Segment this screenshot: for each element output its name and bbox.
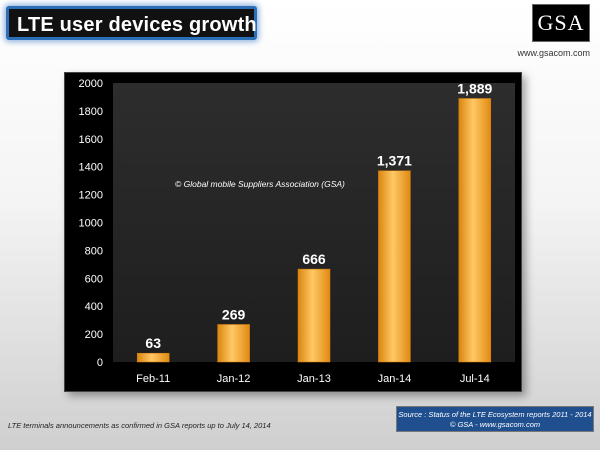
y-tick-label: 800 [85,245,103,257]
footnote: LTE terminals announcements as confirmed… [8,421,271,430]
data-label: 1,371 [377,153,412,169]
bar [136,352,170,363]
data-label: 269 [222,306,246,322]
x-tick-label: Jan-12 [217,373,251,385]
title-box: LTE user devices growth [6,6,257,40]
source-line-2: © GSA - www.gsacom.com [449,420,541,429]
y-tick-label: 0 [97,357,103,369]
logo-url: www.gsacom.com [517,48,590,58]
y-tick-label: 400 [85,301,103,313]
logo-text: GSA [537,10,585,35]
chart-annotation: © Global mobile Suppliers Association (G… [175,179,345,189]
data-label: 1,889 [457,80,492,96]
y-tick-label: 1200 [79,190,103,202]
bar-chart: © Global mobile Suppliers Association (G… [79,78,515,385]
x-tick-label: Jan-14 [378,373,412,385]
gsa-logo: GSA [532,4,590,42]
data-label: 666 [302,251,326,267]
bar [217,324,250,363]
y-tick-label: 1600 [79,134,103,146]
x-tick-label: Feb-11 [136,373,170,385]
page-title: LTE user devices growth [17,14,257,36]
y-tick-label: 600 [85,273,103,285]
bar [458,98,492,363]
chart-panel: © Global mobile Suppliers Association (G… [64,72,522,392]
x-tick-label: Jul-14 [460,373,490,385]
x-tick-label: Jan-13 [297,373,331,385]
bar [378,170,411,363]
source-box: Source : Status of the LTE Ecosystem rep… [396,406,594,432]
source-line-1: Source : Status of the LTE Ecosystem rep… [398,410,592,419]
y-tick-label: 2000 [79,78,103,90]
data-label: 63 [145,335,161,351]
y-tick-label: 1800 [79,106,103,118]
y-tick-label: 200 [85,329,103,341]
y-tick-label: 1400 [79,162,103,174]
y-tick-label: 1000 [79,218,103,230]
bar [297,268,331,363]
